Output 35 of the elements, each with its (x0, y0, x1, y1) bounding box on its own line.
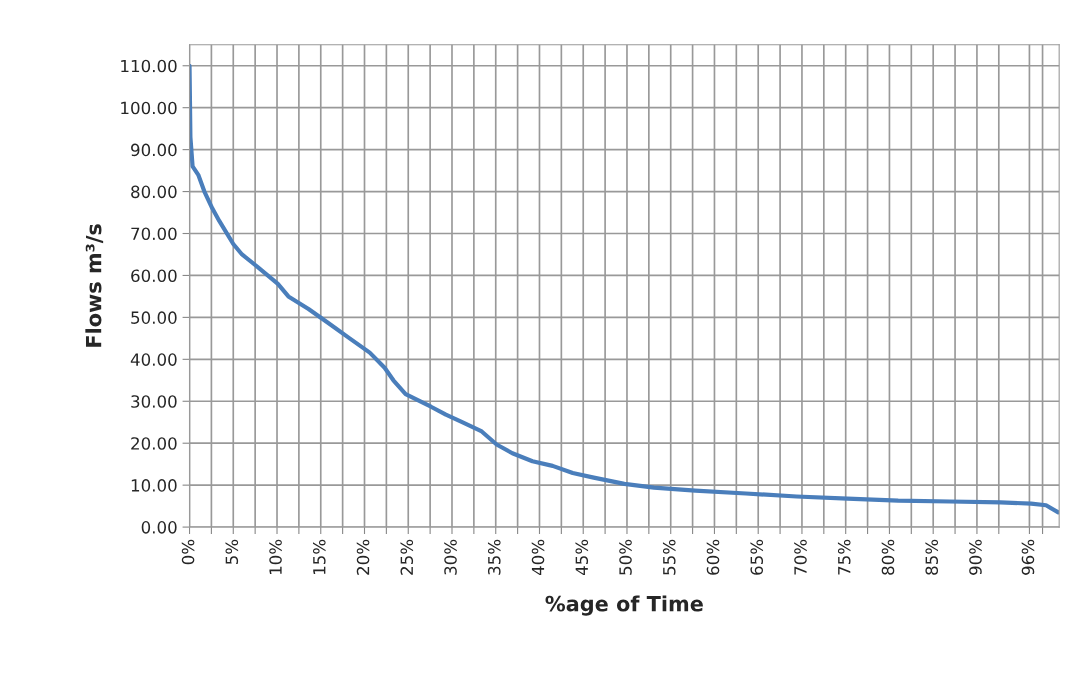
y-axis-title: Flows m³/s (85, 224, 104, 347)
y-tick-label: 10.00 (131, 479, 177, 492)
x-tick-label: 75% (837, 539, 851, 575)
y-tick-label: 60.00 (131, 269, 177, 283)
x-tick-label: 50% (619, 539, 632, 575)
x-axis-title: %age of Time (545, 595, 703, 616)
x-tick-label: 10% (269, 539, 282, 575)
y-tick-label: 40.00 (130, 353, 177, 366)
x-tick-label: 20% (356, 539, 370, 575)
y-tick-label: 20.00 (131, 437, 177, 450)
x-tick-label: 5% (225, 539, 239, 565)
x-tick-label: 60% (706, 539, 720, 575)
y-tick-label: 30.00 (131, 395, 177, 408)
x-tick-label: 30% (444, 539, 457, 575)
x-tick-label: 35% (487, 539, 501, 575)
y-tick-label: 50.00 (131, 311, 177, 324)
x-tick-label: 70% (794, 539, 807, 575)
x-tick-label: 55% (662, 539, 676, 575)
x-tick-label: 0% (181, 539, 195, 565)
x-tick-label: 85% (925, 539, 939, 575)
x-tick-label: 80% (881, 539, 895, 575)
x-tick-label: 40% (531, 539, 545, 576)
x-tick-label: 25% (400, 539, 414, 575)
line-series (189, 63, 1060, 515)
x-tick-label: 45% (575, 539, 589, 576)
x-tick-label: 96% (1021, 539, 1035, 575)
y-tick-label: 110.00 (121, 59, 177, 73)
y-tick-label: 100.00 (121, 101, 177, 115)
y-tick-label: 90.00 (131, 143, 177, 157)
x-tick-label: 15% (312, 539, 326, 575)
x-tick-label: 90% (969, 539, 982, 575)
y-tick-label: 80.00 (131, 185, 177, 199)
x-tick-label: 65% (750, 539, 764, 575)
y-tick-label: 70.00 (131, 227, 177, 241)
y-tick-label: 0.00 (141, 521, 177, 534)
